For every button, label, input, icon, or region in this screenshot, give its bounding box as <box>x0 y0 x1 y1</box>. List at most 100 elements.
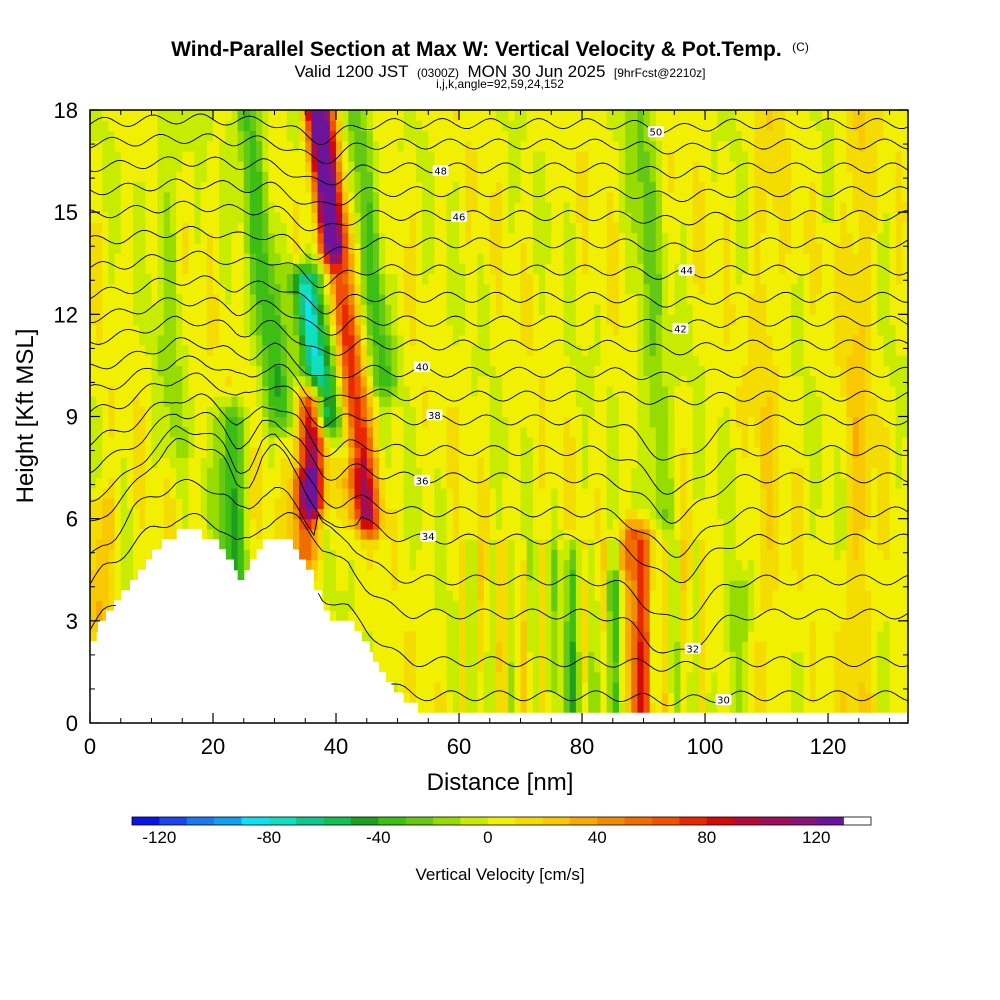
velocity-cell <box>415 293 423 305</box>
velocity-cell <box>446 579 454 591</box>
velocity-cell <box>569 263 577 275</box>
velocity-cell <box>102 600 110 612</box>
velocity-cell <box>243 150 251 162</box>
velocity-cell <box>256 477 263 489</box>
velocity-cell <box>194 232 202 244</box>
velocity-cell <box>292 539 300 550</box>
velocity-cell <box>668 671 675 683</box>
velocity-cell <box>643 334 651 346</box>
velocity-cell <box>317 447 325 458</box>
velocity-cell <box>286 140 294 152</box>
velocity-cell <box>575 201 583 213</box>
velocity-cell <box>292 436 300 448</box>
velocity-cell <box>157 539 165 550</box>
velocity-cell <box>483 283 491 295</box>
velocity-cell <box>538 416 546 428</box>
velocity-cell <box>391 110 399 121</box>
velocity-cell <box>508 191 515 203</box>
velocity-cell <box>188 406 196 418</box>
velocity-cell <box>219 263 226 275</box>
velocity-cell <box>422 610 429 622</box>
velocity-cell <box>317 559 325 571</box>
velocity-cell <box>360 171 368 183</box>
velocity-cell <box>625 569 632 581</box>
velocity-cell <box>409 682 417 693</box>
velocity-cell <box>655 314 663 326</box>
velocity-cell <box>102 518 110 530</box>
velocity-cell <box>213 201 220 213</box>
velocity-cell <box>520 324 528 336</box>
velocity-cell <box>274 161 282 172</box>
velocity-cell <box>311 447 319 458</box>
velocity-cell <box>169 416 177 428</box>
velocity-cell <box>96 600 103 612</box>
velocity-cell <box>329 150 337 162</box>
velocity-cell <box>495 324 503 336</box>
velocity-cell <box>661 682 669 693</box>
velocity-cell <box>262 242 269 254</box>
velocity-cell <box>354 355 362 367</box>
velocity-cell <box>403 457 411 469</box>
velocity-cell <box>409 579 417 591</box>
velocity-cell <box>102 416 110 428</box>
velocity-cell <box>139 426 146 438</box>
velocity-cell <box>631 600 638 612</box>
velocity-cell <box>415 651 423 663</box>
velocity-cell <box>126 110 134 121</box>
velocity-cell <box>342 559 349 571</box>
velocity-cell <box>495 242 503 254</box>
velocity-cell <box>489 365 497 377</box>
velocity-cell <box>385 130 392 142</box>
velocity-cell <box>606 293 614 305</box>
velocity-cell <box>366 344 374 356</box>
velocity-cell <box>280 355 288 367</box>
velocity-cell <box>459 539 466 550</box>
velocity-cell <box>569 426 577 438</box>
velocity-cell <box>385 201 392 213</box>
velocity-cell <box>471 263 479 275</box>
velocity-cell <box>397 682 405 693</box>
velocity-cell <box>446 181 454 193</box>
velocity-cell <box>600 140 608 152</box>
velocity-cell <box>594 212 602 223</box>
velocity-cell <box>618 477 626 489</box>
velocity-cell <box>280 518 288 530</box>
velocity-cell <box>360 447 368 458</box>
velocity-cell <box>655 171 663 183</box>
velocity-cell <box>508 682 515 693</box>
velocity-cell <box>249 283 257 295</box>
velocity-cell <box>163 406 171 418</box>
velocity-cell <box>206 293 214 305</box>
velocity-cell <box>631 253 638 264</box>
velocity-cell <box>661 150 669 162</box>
velocity-cell <box>90 620 97 632</box>
velocity-cell <box>508 641 515 653</box>
velocity-cell <box>618 222 626 234</box>
velocity-cell <box>575 631 583 642</box>
velocity-cell <box>268 344 276 356</box>
velocity-cell <box>139 120 146 132</box>
velocity-cell <box>588 457 595 469</box>
velocity-cell <box>372 232 380 244</box>
velocity-cell <box>249 426 257 438</box>
velocity-cell <box>551 344 559 356</box>
velocity-cell <box>514 375 522 387</box>
velocity-cell <box>176 191 183 203</box>
velocity-cell <box>409 375 417 387</box>
velocity-cell <box>514 518 522 530</box>
velocity-cell <box>206 344 214 356</box>
velocity-cell <box>563 171 571 183</box>
velocity-cell <box>194 242 202 254</box>
velocity-cell <box>225 283 233 295</box>
velocity-cell <box>114 140 122 152</box>
velocity-cell <box>262 344 269 356</box>
velocity-cell <box>661 477 669 489</box>
velocity-cell <box>471 477 479 489</box>
velocity-cell <box>409 222 417 234</box>
velocity-cell <box>317 161 325 172</box>
velocity-cell <box>280 344 288 356</box>
velocity-cell <box>612 201 620 213</box>
velocity-cell <box>188 324 196 336</box>
velocity-cell <box>403 569 411 581</box>
velocity-cell <box>206 242 214 254</box>
